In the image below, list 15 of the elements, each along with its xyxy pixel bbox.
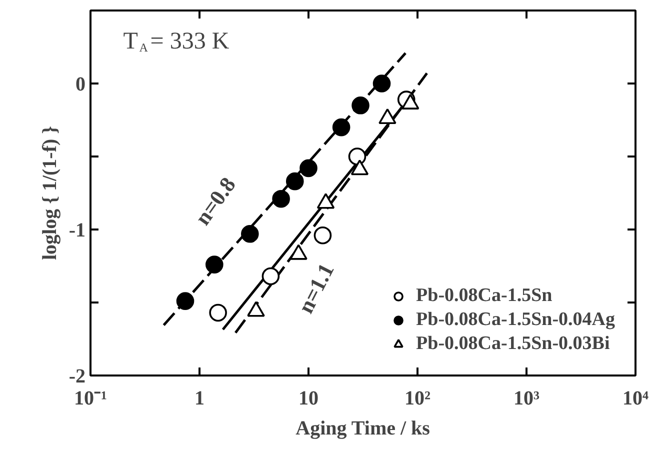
x-axis-title: Aging Time / ks — [296, 418, 430, 440]
legend-label: Pb-0.08Ca-1.5Sn — [416, 285, 552, 307]
x-tick-label: 10⁻¹ — [74, 388, 107, 410]
legend-label: Pb-0.08Ca-1.5Sn-0.04Ag — [416, 309, 615, 331]
annotation: n=1.1 — [292, 259, 339, 318]
x-tick-label: 10 — [298, 388, 318, 410]
y-axis-title: loglog { 1/(1-f) } — [38, 126, 61, 260]
x-tick-label: 10⁴ — [622, 388, 648, 410]
x-tick-label: 10² — [404, 388, 430, 410]
x-tick-label: 1 — [194, 388, 204, 410]
x-tick-label: 10³ — [514, 388, 540, 410]
y-tick-label: -1 — [68, 220, 86, 242]
y-tick-label: 0 — [76, 74, 86, 96]
legend-label: Pb-0.08Ca-1.5Sn-0.03Bi — [416, 333, 610, 355]
y-tick-label: -2 — [68, 366, 86, 388]
